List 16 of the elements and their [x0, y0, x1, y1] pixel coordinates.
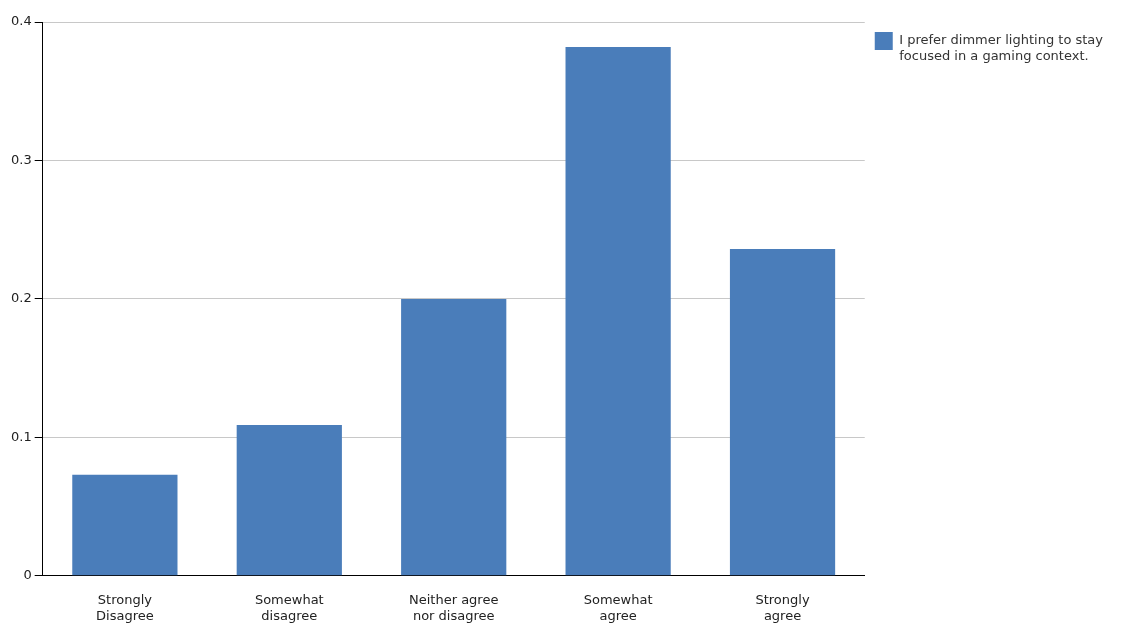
y-tick-label: 0.3: [10, 151, 32, 167]
bar: [729, 249, 836, 576]
y-tick-label: 0.4: [10, 13, 32, 29]
x-tick-label: Neither agree nor disagree: [409, 591, 499, 623]
bar: [401, 298, 507, 576]
bar: [236, 424, 342, 576]
x-tick-label: Strongly agree: [755, 591, 810, 623]
y-tick-label: 0.2: [10, 290, 32, 306]
x-tick-label: Strongly Disagree: [96, 591, 154, 623]
bar: [565, 46, 671, 576]
x-tick-label: Somewhat disagree: [254, 591, 324, 623]
y-tick-label: 0: [23, 567, 32, 583]
y-tick-label: 0.1: [10, 428, 32, 444]
bar: [72, 474, 178, 576]
x-tick-label: Somewhat agree: [583, 591, 653, 623]
legend-label: I prefer dimmer lighting to stay focused in a gaming context.: [899, 32, 1104, 63]
